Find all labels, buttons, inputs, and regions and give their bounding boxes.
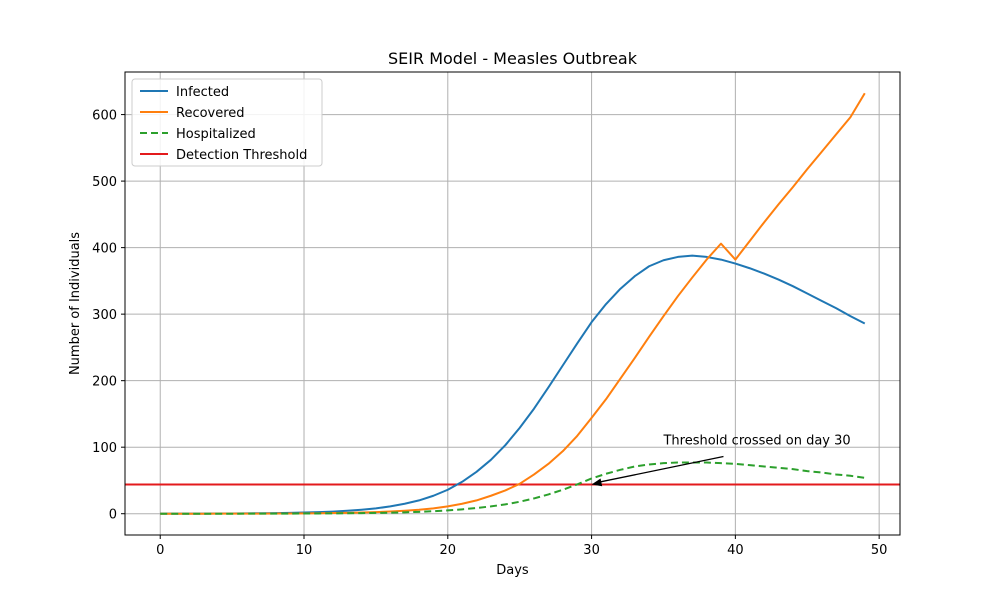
y-tick-label: 300 [92,308,117,323]
legend-label: Detection Threshold [176,148,307,163]
annotation-text: Threshold crossed on day 30 [662,434,850,449]
x-tick-label: 30 [583,543,600,558]
legend-label: Hospitalized [176,127,256,142]
annotation-arrowhead [591,478,603,487]
legend-label: Recovered [176,106,245,121]
y-tick-label: 400 [92,242,117,257]
annotation-arrow [597,455,724,484]
x-tick-label: 0 [156,543,164,558]
annotation: Threshold crossed on day 30 [591,434,851,487]
legend-label: Infected [176,85,229,100]
x-tick-label: 40 [727,543,744,558]
x-tick-label: 20 [440,543,457,558]
y-tick-label: 500 [92,175,117,190]
y-tick-label: 200 [92,375,117,390]
legend-box [131,78,323,167]
series-group [125,92,900,515]
plot-frame [124,71,901,536]
y-tick-label: 0 [109,508,117,523]
y-axis-label: Number of Individuals [68,232,83,375]
y-tick-label: 600 [92,109,117,124]
grid [125,72,900,535]
series-line-hospitalized [160,461,865,515]
x-tick-label: 10 [296,543,313,558]
x-tick-label: 50 [871,543,888,558]
x-axis-label: Days [496,563,529,578]
series-line-recovered [160,92,866,515]
series-line-infected [160,254,866,515]
legend: Infected Recovered Hospitalized Detection T… [131,78,323,167]
chart-title: SEIR Model - Measles Outbreak [388,49,638,68]
y-tick-label: 100 [92,441,117,456]
